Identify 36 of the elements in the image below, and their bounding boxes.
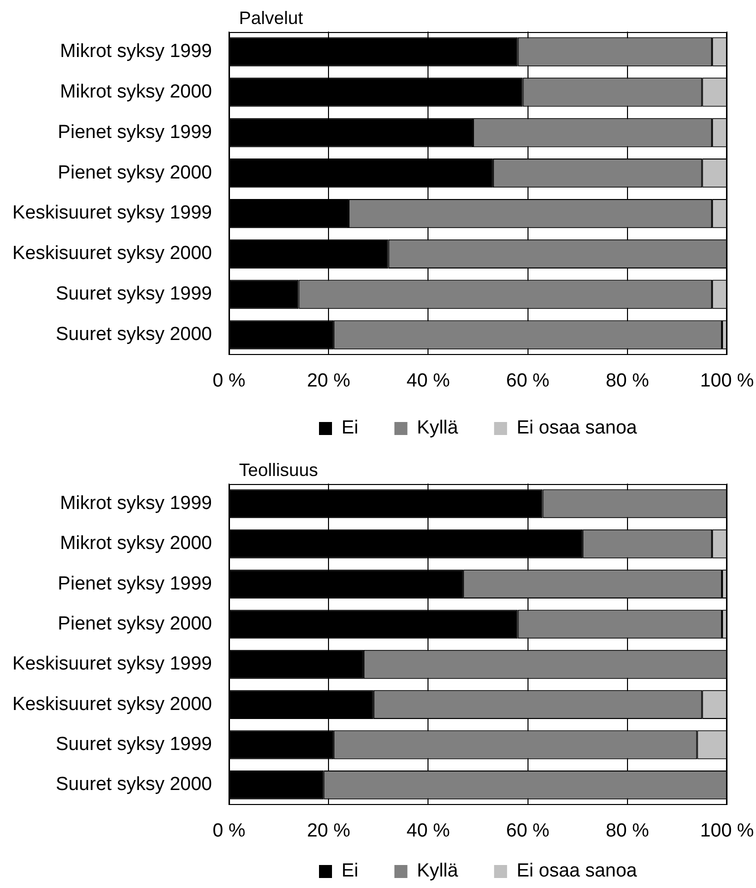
x-tick-label: 60 % bbox=[506, 370, 550, 392]
y-tick-label: Keskisuuret syksy 2000 bbox=[12, 243, 212, 264]
x-tick-label: 0 % bbox=[212, 370, 246, 392]
y-tick-label: Pienet syksy 2000 bbox=[58, 613, 212, 634]
y-tick-label: Pienet syksy 1999 bbox=[58, 573, 212, 594]
x-tick-label: 20 % bbox=[306, 820, 350, 842]
y-tick-label: Suuret syksy 1999 bbox=[56, 284, 212, 305]
x-tick-label: 40 % bbox=[406, 370, 450, 392]
y-tick-label: Mikrot syksy 1999 bbox=[60, 41, 212, 62]
legend-label: Kyllä bbox=[416, 418, 459, 439]
x-tick-label: 0 % bbox=[212, 820, 246, 842]
y-tick-label: Mikrot syksy 2000 bbox=[60, 533, 212, 554]
x-tick-label: 80 % bbox=[606, 370, 650, 392]
y-tick-label: Suuret syksy 2000 bbox=[56, 774, 212, 796]
legend-label: Ei bbox=[342, 418, 358, 439]
legend-label: Kyllä bbox=[416, 860, 459, 882]
y-tick-label: Keskisuuret syksy 2000 bbox=[12, 694, 212, 715]
y-tick-label: Keskisuuret syksy 1999 bbox=[12, 202, 212, 224]
x-tick-label: 60 % bbox=[506, 820, 550, 842]
y-tick-label: Mikrot syksy 2000 bbox=[60, 81, 212, 102]
x-tick-label: 100 % bbox=[700, 370, 754, 392]
x-tick-label: 20 % bbox=[306, 370, 350, 392]
legend-label: Ei bbox=[342, 860, 358, 882]
y-tick-label: Mikrot syksy 1999 bbox=[60, 492, 212, 514]
chart-title: Teollisuus bbox=[239, 460, 318, 480]
chart-title: Palvelut bbox=[239, 8, 304, 28]
x-tick-label: 80 % bbox=[606, 820, 650, 842]
x-tick-label: 40 % bbox=[406, 820, 450, 842]
y-tick-label: Pienet syksy 1999 bbox=[58, 122, 212, 143]
y-tick-label: Pienet syksy 2000 bbox=[58, 162, 212, 184]
y-tick-label: Suuret syksy 1999 bbox=[56, 734, 212, 755]
y-tick-label: Suuret syksy 2000 bbox=[56, 324, 212, 346]
legend-label: Ei osaa sanoa bbox=[516, 860, 638, 882]
y-tick-label: Keskisuuret syksy 1999 bbox=[12, 654, 212, 675]
x-tick-label: 100 % bbox=[700, 820, 754, 842]
legend-label: Ei osaa sanoa bbox=[516, 418, 638, 439]
